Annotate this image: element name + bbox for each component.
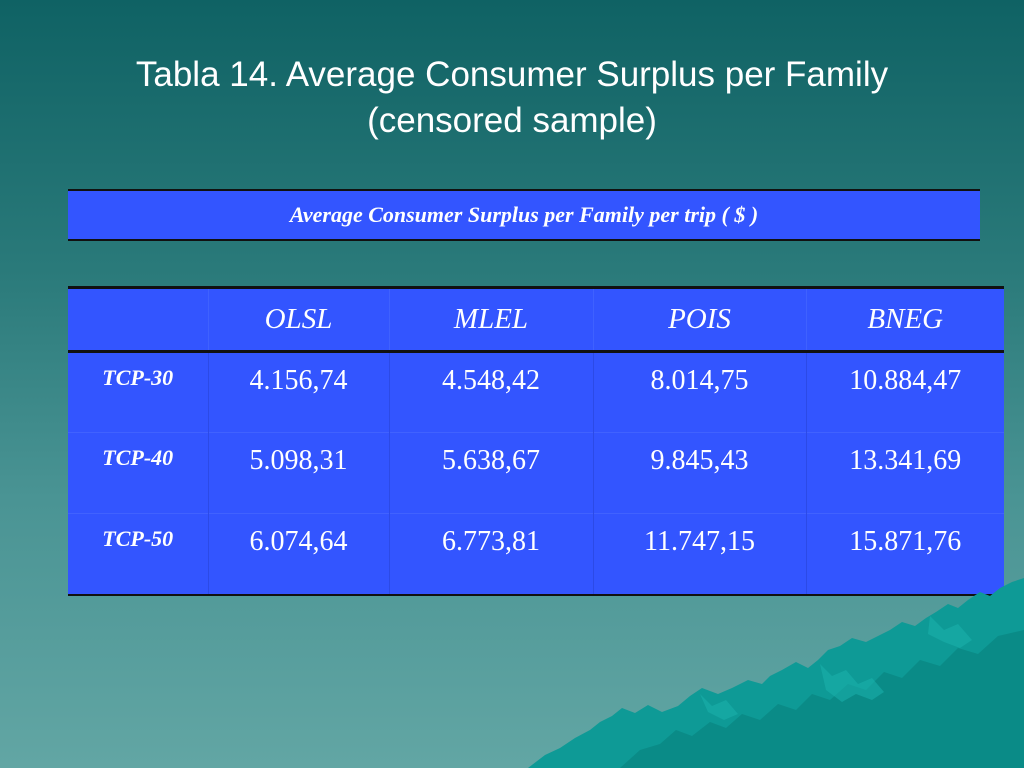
table-cell: 15.871,76 — [805, 513, 1004, 596]
header-olsl: OLSL — [207, 286, 389, 353]
slide-title: Tabla 14. Average Consumer Surplus per F… — [0, 52, 1024, 144]
row-label: TCP-40 — [68, 432, 209, 514]
consumer-surplus-table: OLSL MLEL POIS BNEG TCP-30 4.156,74 4.54… — [68, 286, 1004, 596]
table-cell: 10.884,47 — [805, 351, 1004, 433]
row-label: TCP-50 — [68, 513, 209, 596]
table-cell: 5.638,67 — [388, 432, 593, 514]
slide-title-line-1: Tabla 14. Average Consumer Surplus per F… — [135, 55, 889, 94]
table-cell: 5.098,31 — [207, 432, 389, 514]
row-label: TCP-30 — [68, 351, 209, 433]
table-row: TCP-40 5.098,31 5.638,67 9.845,43 13.341… — [68, 432, 1004, 514]
table-cell: 11.747,15 — [592, 513, 806, 596]
slide-title-line-2: (censored sample) — [367, 101, 657, 140]
mountain-shape — [528, 578, 1024, 768]
table-cell: 8.014,75 — [592, 351, 806, 433]
table-cell: 13.341,69 — [805, 432, 1004, 514]
mountain-ridge-shadow — [620, 630, 1024, 768]
table-cell: 6.773,81 — [388, 513, 593, 596]
table-cell: 6.074,64 — [207, 513, 389, 596]
header-bneg: BNEG — [805, 286, 1004, 353]
header-corner-cell — [68, 286, 208, 353]
table-cell: 9.845,43 — [592, 432, 806, 514]
table-cell: 4.548,42 — [388, 351, 593, 433]
table-row: TCP-30 4.156,74 4.548,42 8.014,75 10.884… — [68, 351, 1004, 433]
header-pois: POIS — [592, 286, 806, 353]
mountain-highlight — [700, 616, 972, 720]
table-caption: Average Consumer Surplus per Family per … — [68, 189, 980, 241]
table-header-row: OLSL MLEL POIS BNEG — [68, 286, 1004, 353]
table-cell: 4.156,74 — [207, 351, 389, 433]
header-mlel: MLEL — [388, 286, 593, 353]
table-row: TCP-50 6.074,64 6.773,81 11.747,15 15.87… — [68, 513, 1004, 596]
